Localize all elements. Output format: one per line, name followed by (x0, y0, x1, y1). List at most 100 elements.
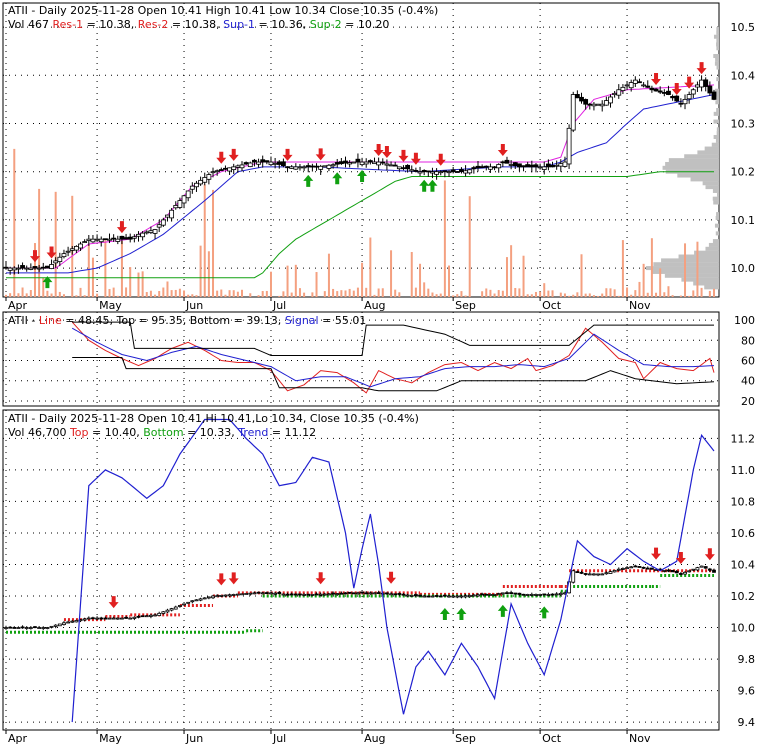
volume-profile-bar (716, 65, 719, 70)
candle-up (165, 214, 170, 218)
volume-bar (501, 290, 504, 297)
candle-up (546, 594, 551, 596)
candle-down (475, 165, 481, 169)
oscillator-legend-part: = 95.35, (135, 314, 190, 327)
candle-up (173, 606, 178, 610)
volume-profile-bar (678, 254, 719, 259)
sell-arrow (108, 596, 119, 609)
volume-bar (75, 295, 78, 297)
candle-up (654, 569, 658, 572)
candle-up (115, 238, 121, 242)
candle-down (442, 594, 447, 597)
candle-up (596, 573, 600, 576)
volume-bar (419, 263, 422, 297)
trend-legend-part: Trend (237, 426, 268, 439)
y-tick-label: 10.3 (731, 117, 756, 130)
volume-bar (373, 294, 376, 297)
candle-up (695, 84, 700, 88)
x-tick-label: Jul (272, 732, 286, 745)
volume-bar (605, 288, 608, 297)
volume-bar (613, 289, 616, 297)
candle-down (587, 103, 593, 106)
candle-up (244, 593, 249, 595)
volume-bar (621, 240, 624, 297)
candle-down (480, 593, 485, 596)
candle-up (595, 103, 601, 106)
candle-down (645, 567, 650, 570)
candle-down (380, 161, 386, 164)
candle-down (670, 96, 675, 99)
candle-down (405, 164, 411, 170)
candle-up (558, 163, 564, 167)
candle-up (389, 593, 393, 596)
candle-down (252, 159, 257, 163)
volume-bar (145, 292, 148, 297)
volume-bar (120, 241, 123, 297)
candle-up (616, 568, 621, 571)
candle-down (425, 170, 431, 173)
candle-down (401, 593, 406, 596)
volume-bar (348, 288, 351, 297)
candle-down (703, 566, 708, 569)
volume-bar (25, 293, 28, 297)
volume-bar (303, 292, 306, 297)
candle-up (616, 89, 622, 96)
volume-bar (79, 287, 82, 297)
volume-bar (460, 291, 463, 297)
volume-profile-bar (716, 212, 719, 217)
candle-up (534, 594, 538, 596)
volume-bar (626, 287, 629, 297)
candle-down (529, 164, 535, 168)
candle-down (285, 166, 290, 169)
volume-bar (410, 252, 413, 297)
candle-up (24, 627, 29, 629)
volume-bar (688, 295, 691, 297)
candle-up (53, 624, 58, 627)
price-panel: 10.0 10.1 10.2 10.3 10.4 10.5 Apr May Jun Jul Aug S… (2, 2, 756, 312)
volume-profile-bar (713, 54, 719, 59)
candle-up (206, 596, 211, 599)
sell-arrow (671, 83, 682, 95)
candle-up (570, 94, 576, 131)
volume-bar (443, 180, 446, 297)
sell-arrow (675, 551, 686, 564)
candle-up (239, 164, 245, 169)
candle-up (508, 164, 514, 166)
candle-up (554, 593, 559, 596)
volume-bar (646, 292, 649, 297)
volume-bar (116, 295, 119, 297)
x-tick-label: Aug (364, 299, 385, 312)
buy-arrow (357, 170, 368, 183)
buy-arrow (42, 276, 53, 289)
candle-down (243, 162, 249, 165)
oscillator-legend-part: = 48.45, (62, 314, 117, 327)
oscillator-signal-line (71, 327, 715, 388)
candle-up (140, 232, 146, 238)
candle-down (33, 626, 37, 629)
candle-up (194, 599, 199, 602)
candle-down (334, 162, 340, 165)
volume-bar (286, 265, 289, 297)
candle-up (70, 620, 75, 623)
trend-legend-part: Vol 46,700 (8, 426, 70, 439)
candle-up (376, 161, 382, 166)
volume-profile-bar (716, 46, 719, 51)
volume-bar (638, 281, 641, 297)
legend-label: Sup-1 (223, 18, 255, 31)
volume-bar (671, 295, 674, 297)
candle-up (396, 166, 402, 170)
volume-bar (38, 188, 41, 297)
legend-label: Res-2 (138, 18, 169, 31)
oscillator-legend-part: Bottom (190, 314, 230, 327)
candle-down (459, 169, 464, 173)
volume-bar (650, 238, 653, 297)
candle-down (483, 165, 489, 168)
candle-up (327, 593, 331, 596)
candle-down (505, 592, 509, 595)
candle-up (628, 82, 634, 89)
candle-up (210, 171, 216, 174)
y-tick-label: 10.1 (731, 214, 756, 227)
sell-arrow (373, 144, 384, 157)
candle-up (107, 617, 112, 620)
candle-up (28, 627, 33, 629)
